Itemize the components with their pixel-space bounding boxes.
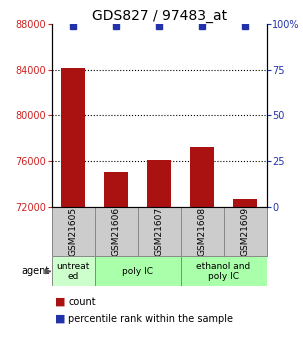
Bar	[95, 207, 138, 256]
Text: ■: ■	[55, 314, 65, 324]
Bar	[181, 256, 267, 286]
Text: percentile rank within the sample: percentile rank within the sample	[68, 314, 233, 324]
Bar	[224, 207, 267, 256]
Bar	[104, 172, 128, 207]
Text: GSM21605: GSM21605	[68, 207, 78, 256]
Text: count: count	[68, 297, 96, 307]
Bar	[138, 207, 181, 256]
Text: untreat
ed: untreat ed	[56, 262, 90, 281]
Text: GSM21606: GSM21606	[112, 207, 121, 256]
Bar	[52, 256, 95, 286]
Bar	[147, 160, 171, 207]
Text: ■: ■	[55, 297, 65, 307]
Text: GSM21609: GSM21609	[241, 207, 250, 256]
Bar	[233, 199, 257, 207]
Bar	[52, 207, 95, 256]
Bar	[61, 68, 85, 207]
Title: GDS827 / 97483_at: GDS827 / 97483_at	[92, 9, 227, 23]
Text: GSM21608: GSM21608	[198, 207, 207, 256]
Bar	[190, 147, 214, 207]
Bar	[181, 207, 224, 256]
Text: agent: agent	[21, 266, 49, 276]
Bar	[95, 256, 181, 286]
Text: ethanol and
poly IC: ethanol and poly IC	[196, 262, 251, 281]
Text: poly IC: poly IC	[122, 267, 153, 276]
Text: GSM21607: GSM21607	[155, 207, 164, 256]
